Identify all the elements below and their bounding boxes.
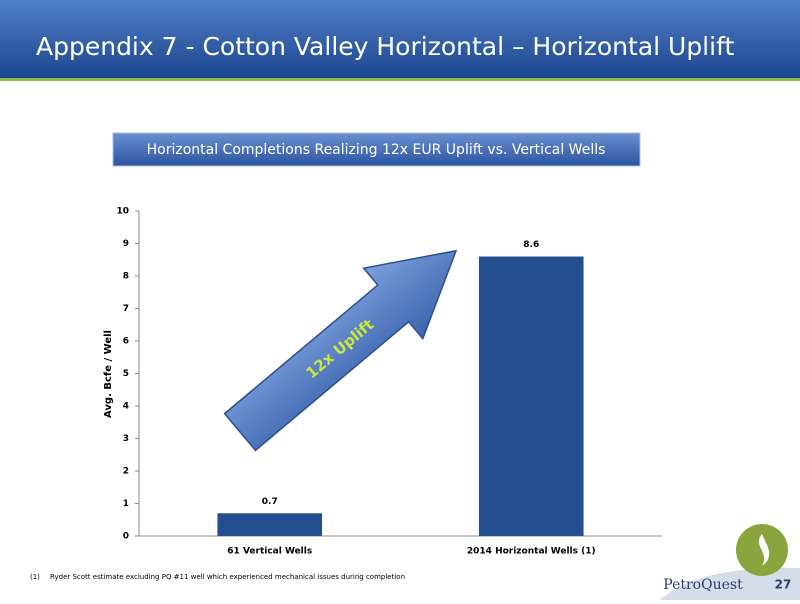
- y-tick-label: 0: [123, 532, 129, 542]
- value-label: 0.7: [262, 497, 278, 507]
- y-tick-label: 8: [123, 272, 129, 282]
- y-tick-label: 7: [123, 304, 129, 314]
- chart-banner: [112, 132, 641, 167]
- x-tick-label: 61 Vertical Wells: [227, 547, 312, 557]
- footnote-text: Ryder Scott estimate excluding PQ #11 we…: [50, 573, 405, 581]
- bar: [478, 256, 584, 536]
- header-band: [0, 0, 800, 78]
- value-label: 8.6: [523, 240, 539, 250]
- footnote-marker: (1): [30, 573, 40, 581]
- y-tick-label: 1: [123, 499, 129, 509]
- y-axis-label: Avg. Bcfe / Well: [103, 330, 114, 418]
- chart-title: Horizontal Completions Realizing 12x EUR…: [147, 142, 606, 158]
- bar: [217, 513, 323, 536]
- logo-flame: [758, 534, 770, 566]
- y-tick-label: 5: [123, 369, 129, 379]
- y-tick-label: 10: [116, 207, 129, 217]
- page-number: 27: [775, 578, 792, 592]
- header-rule: [0, 78, 800, 81]
- arrow-shape: [223, 249, 458, 452]
- y-tick-label: 4: [123, 402, 129, 412]
- slide-title: Appendix 7 - Cotton Valley Horizontal – …: [36, 32, 734, 61]
- plot: 0 1 2 3 4 5 6 7 8 9 10 61 Vertical Wells 0.7 2014 Hor…: [116, 207, 595, 557]
- y-tick-label: 3: [123, 434, 129, 444]
- logo-text: PetroQuest: [663, 577, 743, 593]
- uplift-arrow: 12x Uplift: [223, 249, 458, 452]
- x-tick-label: 2014 Horizontal Wells (1): [467, 547, 596, 557]
- y-tick-label: 6: [123, 337, 129, 347]
- y-tick-label: 2: [123, 467, 129, 477]
- y-tick-label: 9: [123, 239, 129, 249]
